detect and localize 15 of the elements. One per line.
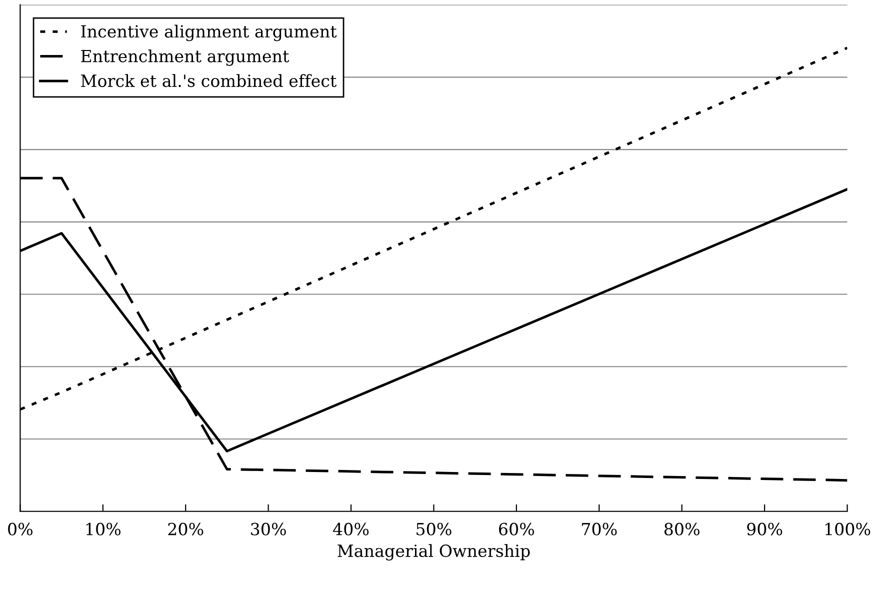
x-tick-label: 30% — [251, 522, 286, 536]
x-tick-label: 70% — [582, 522, 617, 536]
legend-label: Morck et al.'s combined effect — [81, 74, 337, 88]
x-tick-label: 0% — [8, 522, 32, 536]
x-tick-label: 60% — [499, 522, 534, 536]
x-tick-label: 90% — [747, 522, 782, 536]
x-tick-label: 50% — [416, 522, 452, 536]
x-tick-label: 100% — [825, 522, 870, 536]
x-tick-label: 20% — [168, 522, 204, 536]
legend-label: Incentive alignment argument — [81, 24, 337, 42]
legend-label: Entrenchment argument — [81, 49, 290, 66]
x-tick-label: 10% — [86, 522, 121, 536]
x-tick-label: 80% — [664, 522, 700, 536]
x-axis-title: Managerial Ownership — [338, 544, 530, 561]
x-tick-label: 40% — [333, 522, 369, 536]
